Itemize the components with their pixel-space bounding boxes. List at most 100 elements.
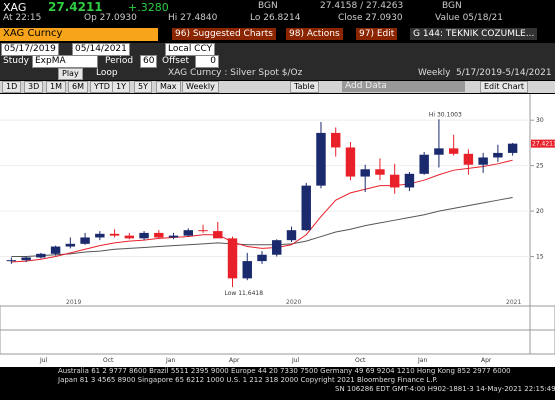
candle-body xyxy=(109,233,120,236)
candle-body xyxy=(95,233,105,238)
period[interactable]: 60 xyxy=(140,55,158,68)
last-price-label: 27.4211 xyxy=(532,141,555,148)
candle-body xyxy=(154,232,164,238)
template[interactable]: G 144: TEKNIK COZUMLE... xyxy=(410,28,538,40)
offset-label: Offset xyxy=(162,56,190,66)
x-tick-label: Apr xyxy=(481,357,492,364)
period-button[interactable]: Max xyxy=(156,81,181,93)
candle-body xyxy=(139,232,149,239)
high: Hi 27.4840 xyxy=(168,13,218,23)
frequency-select[interactable]: Weekly xyxy=(182,81,219,93)
chart: 15 20 25 30 Hi 30.1003 Low 11.6418 27.4211 Jul O… xyxy=(0,94,555,367)
annotation: Hi 30.1003 xyxy=(429,111,462,118)
last-price: 27.4211 xyxy=(48,0,103,14)
candle-body xyxy=(227,238,238,279)
candle-body xyxy=(124,235,135,239)
actions-button[interactable]: 98) Actions xyxy=(286,28,343,40)
source: BGN xyxy=(442,1,462,11)
period-button[interactable]: 1M xyxy=(46,81,66,93)
y-tick-label: 25 xyxy=(536,163,544,170)
ticker: XAG xyxy=(3,1,27,14)
time: At 22:15 xyxy=(3,13,42,23)
quote-bar: XAG 27.4211 +.3280 BGN 27.4158 / 27.4263… xyxy=(0,0,555,24)
frequency: Weekly xyxy=(418,68,451,78)
period-button[interactable]: 1Y xyxy=(112,81,130,93)
period-button[interactable]: YTD xyxy=(90,81,114,93)
candle-body xyxy=(36,253,46,258)
candle-body xyxy=(478,157,488,165)
candle-body xyxy=(242,261,252,279)
candle-body xyxy=(507,143,518,153)
candle-body xyxy=(434,148,444,155)
study-label: Study xyxy=(3,56,29,66)
x-tick-label: Oct xyxy=(355,357,366,364)
value-date: Value 05/18/21 xyxy=(435,13,503,23)
candle-body xyxy=(168,235,179,238)
candle-body xyxy=(6,260,17,262)
candle-body xyxy=(448,148,459,154)
price-tag xyxy=(531,139,555,148)
offset[interactable]: 0 xyxy=(195,55,219,68)
period-button[interactable]: 1D xyxy=(2,81,22,93)
low: Lo 26.8214 xyxy=(250,13,301,23)
candle-body xyxy=(345,147,356,177)
candle-body xyxy=(198,230,208,232)
candle-body xyxy=(389,174,400,188)
candle-body xyxy=(463,153,474,165)
candle-body xyxy=(419,154,429,174)
candle-body xyxy=(404,173,415,188)
candle-body xyxy=(316,132,326,186)
year-label: 2019 xyxy=(66,299,81,306)
moving-average xyxy=(11,196,513,258)
end-date[interactable]: 05/14/2021 xyxy=(72,43,130,56)
table-button[interactable]: Table xyxy=(290,81,319,93)
footer-line: SN 106286 EDT GMT-4:00 H902-1881-3 14-Ma… xyxy=(335,385,555,393)
bid-ask: 27.4158 / 27.4263 xyxy=(320,1,404,11)
candle-body xyxy=(375,169,385,175)
x-tick-label: Jul xyxy=(291,357,300,364)
candle-body xyxy=(50,246,61,254)
indicator-panel xyxy=(0,305,555,331)
edit-button[interactable]: 97) Edit xyxy=(356,28,398,40)
period-button[interactable]: 6M xyxy=(68,81,88,93)
currency[interactable]: Local CCY xyxy=(165,43,216,56)
x-tick-label: Oct xyxy=(103,357,114,364)
y-tick-label: 15 xyxy=(536,254,544,261)
candle-body xyxy=(257,254,267,262)
period-bar: Weekly Table Add Data Edit Chart 1D 3D 1M 6… xyxy=(0,81,555,93)
toolbar: XAG Curncy 96) Suggested Charts 98) Acti… xyxy=(0,28,555,42)
add-data[interactable]: Add Data xyxy=(342,81,465,92)
moving-average xyxy=(11,159,513,263)
period-label: Period xyxy=(105,56,134,66)
play-button[interactable]: Play xyxy=(58,68,83,80)
candle-body xyxy=(330,132,341,148)
source: BGN xyxy=(258,1,278,11)
year-label: 2021 xyxy=(506,299,521,306)
footer-line: Australia 61 2 9777 8600 Brazil 5511 239… xyxy=(58,367,511,375)
candle-body xyxy=(65,243,76,247)
loop-option[interactable]: Loop xyxy=(96,68,118,78)
y-tick-label: 20 xyxy=(536,208,544,215)
start-date[interactable]: 05/17/2019 xyxy=(1,43,59,56)
edit-chart-button[interactable]: Edit Chart xyxy=(480,81,529,93)
study[interactable]: ExpMA xyxy=(32,55,98,68)
date-range: 5/17/2019-5/14/2021 xyxy=(456,68,552,78)
change: +.3280 xyxy=(128,1,169,14)
x-tick-label: Apr xyxy=(229,357,240,364)
candle-body xyxy=(183,230,194,236)
candle-body xyxy=(80,237,90,244)
candle-body xyxy=(213,231,223,239)
security-box[interactable]: XAG Curncy xyxy=(0,28,158,41)
period-button[interactable]: 3D xyxy=(24,81,44,93)
candle-body xyxy=(493,152,503,158)
candle-body xyxy=(301,185,311,231)
x-tick-label: Jan xyxy=(417,357,427,364)
description: XAG Curncy : Silver Spot $/Oz xyxy=(168,68,303,78)
suggested-button[interactable]: 96) Suggested Charts xyxy=(172,28,276,40)
period-button[interactable]: 5Y xyxy=(134,81,152,93)
footer-line: Japan 81 3 4565 8900 Singapore 65 6212 1… xyxy=(58,376,438,384)
candle-body xyxy=(21,257,31,261)
controls: 05/17/2019 05/14/2021 Local CCY Study Ex… xyxy=(0,43,555,80)
close: Close 27.0930 xyxy=(338,13,403,23)
footer: Australia 61 2 9777 8600 Brazil 5511 239… xyxy=(0,367,555,400)
